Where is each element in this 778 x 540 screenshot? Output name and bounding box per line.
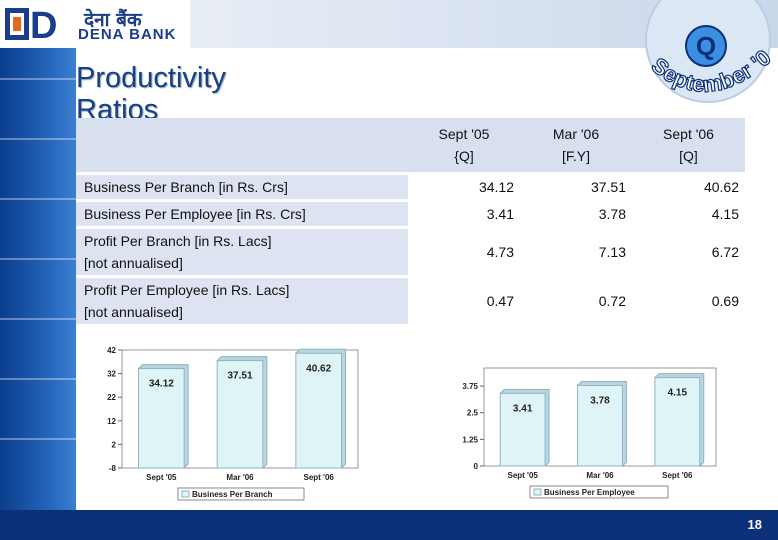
x-tick-label: Sept '05	[507, 471, 538, 480]
table-cell: 0.72	[520, 275, 632, 324]
table-cell: 3.78	[520, 199, 632, 226]
row-label: Profit Per Branch [in Rs. Lacs] [not annu…	[76, 226, 408, 275]
bar-value-label: 40.62	[306, 363, 331, 374]
table-cell: 37.51	[520, 172, 632, 199]
table-cell: 34.12	[408, 172, 520, 199]
bar-value-label: 37.51	[227, 371, 252, 382]
column-header: Mar '06 [F.Y]	[520, 118, 632, 172]
footer-bar: 18	[0, 510, 778, 540]
legend-box	[529, 485, 669, 499]
table-cell: 0.69	[632, 275, 745, 324]
chart-business-per-employee: 0 1.25 2.5 3.75 3.41 Sept '05 3.78 Mar '06 4.15 S…	[462, 367, 717, 499]
bar-value-label: 3.78	[590, 395, 610, 406]
row-label: Profit Per Employee [in Rs. Lacs] [not an…	[76, 275, 408, 324]
y-tick-label: 42	[107, 346, 116, 355]
table-cell: 7.13	[520, 226, 632, 275]
bank-name-hindi: देना बैंक	[84, 9, 142, 31]
table-cell: 3.41	[408, 199, 520, 226]
chart-business-per-branch: -8 2 12 22 32 42 34.12 Sept '05 37.51 Mar '06 40.6…	[107, 346, 359, 501]
table-header-row: Sept '05 {Q] Mar '06 [F.Y] Sept '06 [Q]	[76, 118, 745, 172]
header-blank-cell	[76, 118, 408, 172]
x-tick-label: Mar '06	[586, 471, 614, 480]
bar	[295, 352, 342, 469]
y-tick-label: 0	[474, 462, 479, 471]
bar	[577, 384, 623, 467]
row-label: Business Per Employee [in Rs. Crs]	[76, 199, 408, 226]
x-tick-label: Sept '06	[303, 473, 334, 482]
column-header: Sept '06 [Q]	[632, 118, 745, 172]
page-number: 18	[747, 517, 762, 532]
legend-label: Business Per Employee	[544, 488, 635, 497]
legend-swatch	[181, 490, 190, 498]
y-tick-label: 2.5	[467, 409, 479, 418]
y-tick-label: 1.25	[462, 435, 478, 444]
bar	[499, 392, 546, 467]
table-row: Business Per Branch [in Rs. Crs] 34.12 3…	[76, 172, 745, 199]
legend-label: Business Per Branch	[192, 490, 273, 499]
table-cell: 40.62	[632, 172, 745, 199]
y-tick-label: 3.75	[462, 382, 478, 391]
y-tick-label: 32	[107, 370, 116, 379]
badge-q-circle	[685, 25, 727, 67]
table-cell: 4.73	[408, 226, 520, 275]
table-row: Profit Per Branch [in Rs. Lacs] [not annu…	[76, 226, 745, 275]
page-title: Productivity Ratios	[76, 62, 226, 126]
bar	[216, 360, 264, 469]
bar	[654, 377, 701, 467]
badge-letter: Q	[696, 31, 716, 61]
y-tick-label: 2	[112, 440, 117, 449]
y-tick-label: 12	[107, 417, 116, 426]
table-row: Business Per Employee [in Rs. Crs] 3.41 …	[76, 199, 745, 226]
table-cell: 0.47	[408, 275, 520, 324]
table-cell: 6.72	[632, 226, 745, 275]
bar-value-label: 4.15	[668, 388, 688, 399]
x-tick-label: Sept '06	[662, 471, 693, 480]
table-row: Profit Per Employee [in Rs. Lacs] [not an…	[76, 275, 745, 324]
legend-swatch	[533, 488, 542, 496]
bar	[138, 368, 185, 469]
bar-value-label: 3.41	[513, 403, 533, 414]
left-decor-band	[0, 48, 76, 510]
legend-box	[177, 487, 305, 501]
y-tick-label: -8	[109, 464, 117, 473]
dena-logo-mark-icon: D	[5, 5, 57, 47]
bar-value-label: 34.12	[149, 379, 174, 390]
dena-bank-logo: D देना बैंक DENA BANK	[4, 4, 190, 47]
column-header: Sept '05 {Q]	[408, 118, 520, 172]
table-cell: 4.15	[632, 199, 745, 226]
quarter-badge: Q September '06	[636, 0, 776, 103]
x-tick-label: Mar '06	[226, 473, 254, 482]
x-tick-label: Sept '05	[146, 473, 177, 482]
logo-letter: D	[30, 5, 57, 44]
row-label: Business Per Branch [in Rs. Crs]	[76, 172, 408, 199]
productivity-table: Sept '05 {Q] Mar '06 [F.Y] Sept '06 [Q] Bus…	[76, 118, 745, 324]
bank-name: DENA BANK	[78, 26, 177, 43]
y-tick-label: 22	[107, 393, 116, 402]
